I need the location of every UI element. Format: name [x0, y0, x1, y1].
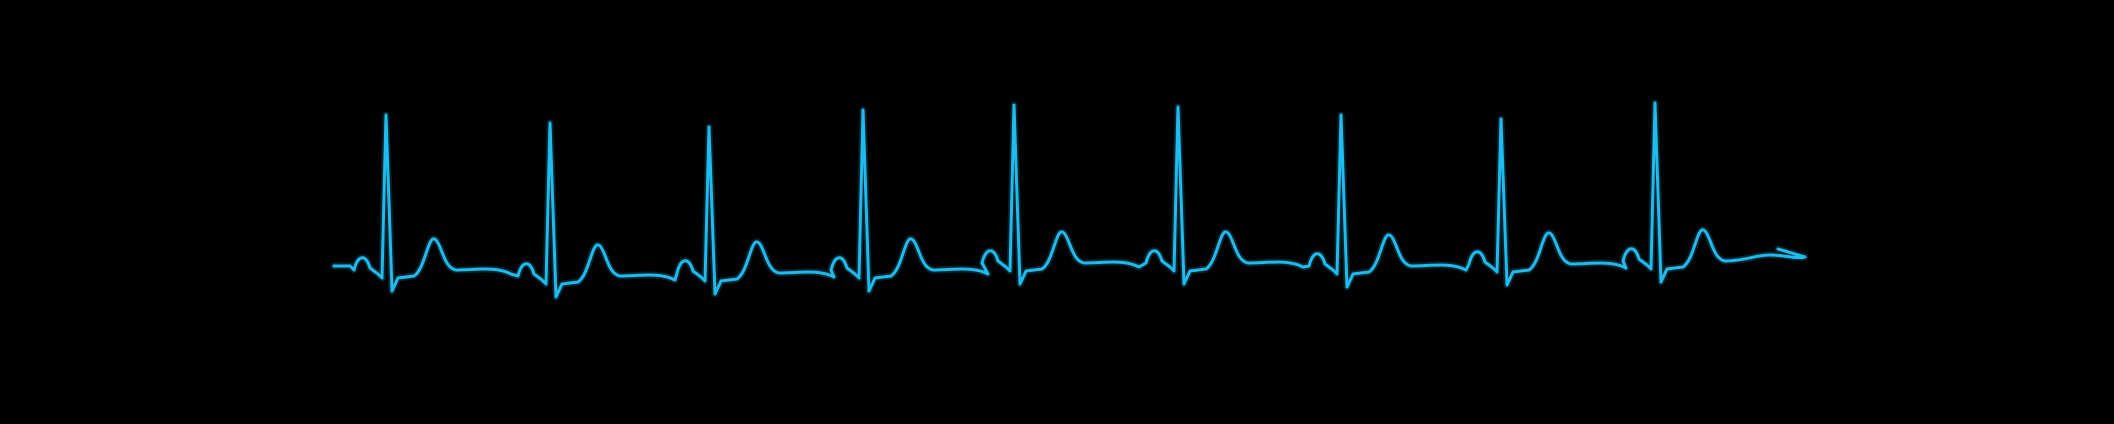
- ecg-trace: [332, 101, 1807, 299]
